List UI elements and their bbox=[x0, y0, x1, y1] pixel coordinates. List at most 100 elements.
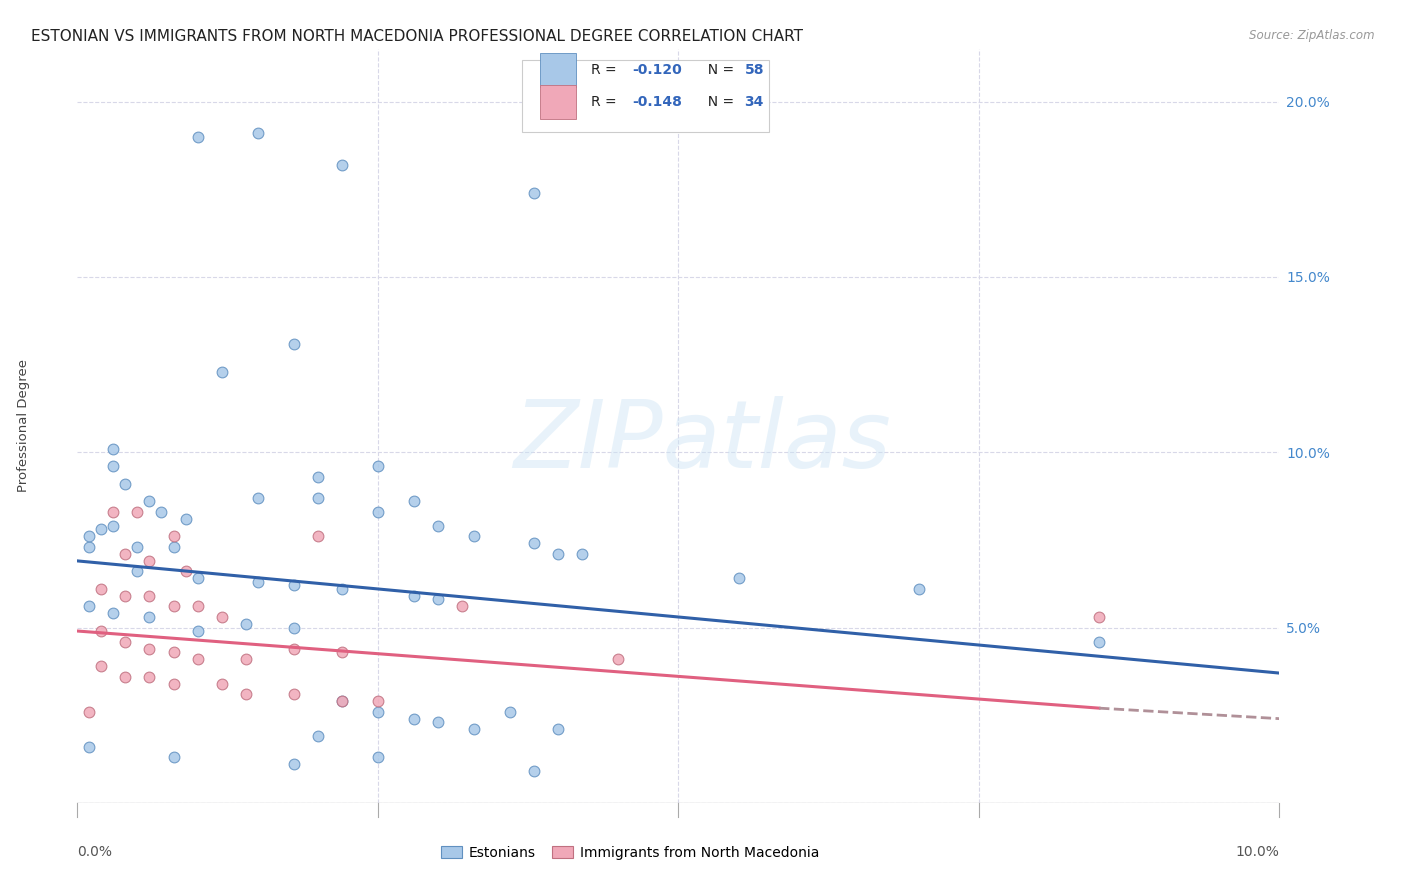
Point bbox=[547, 722, 569, 736]
Text: N =: N = bbox=[699, 62, 738, 77]
Point bbox=[103, 442, 125, 456]
Point bbox=[330, 694, 353, 708]
Point bbox=[79, 540, 101, 554]
Point bbox=[402, 494, 425, 508]
Point bbox=[283, 641, 305, 656]
Point bbox=[283, 687, 305, 701]
Point bbox=[174, 512, 197, 526]
Point bbox=[162, 676, 184, 690]
Point bbox=[211, 365, 233, 379]
Text: 10.0%: 10.0% bbox=[1236, 845, 1279, 859]
Point bbox=[187, 129, 209, 144]
Point bbox=[211, 676, 233, 690]
Point bbox=[79, 739, 101, 754]
Point bbox=[114, 589, 136, 603]
Point bbox=[283, 757, 305, 772]
Point bbox=[246, 126, 269, 140]
Point bbox=[330, 694, 353, 708]
Point bbox=[138, 494, 160, 508]
Text: ZIPatlas: ZIPatlas bbox=[513, 395, 891, 486]
Text: Source: ZipAtlas.com: Source: ZipAtlas.com bbox=[1250, 29, 1375, 42]
Point bbox=[150, 505, 173, 519]
Point bbox=[187, 624, 209, 638]
Point bbox=[427, 715, 450, 730]
Text: Professional Degree: Professional Degree bbox=[17, 359, 30, 492]
Point bbox=[246, 491, 269, 505]
Point bbox=[307, 529, 329, 543]
Point bbox=[908, 582, 931, 596]
Point bbox=[402, 589, 425, 603]
Text: N =: N = bbox=[699, 95, 738, 109]
Text: R =: R = bbox=[591, 62, 620, 77]
Point bbox=[162, 599, 184, 614]
Point bbox=[427, 592, 450, 607]
Point bbox=[138, 554, 160, 568]
Point bbox=[499, 705, 522, 719]
Point bbox=[523, 536, 546, 550]
Point bbox=[211, 610, 233, 624]
Point bbox=[330, 645, 353, 659]
Point bbox=[103, 519, 125, 533]
Point bbox=[1088, 634, 1111, 648]
FancyBboxPatch shape bbox=[540, 53, 576, 87]
Point bbox=[187, 599, 209, 614]
Point bbox=[138, 610, 160, 624]
Point bbox=[463, 529, 485, 543]
Point bbox=[547, 547, 569, 561]
Point bbox=[523, 186, 546, 200]
Point bbox=[114, 476, 136, 491]
Point bbox=[187, 652, 209, 666]
Point bbox=[127, 505, 149, 519]
Point bbox=[90, 624, 112, 638]
Point bbox=[127, 565, 149, 579]
Point bbox=[523, 764, 546, 779]
Point bbox=[367, 459, 389, 474]
Point bbox=[607, 652, 630, 666]
Point bbox=[571, 547, 593, 561]
Point bbox=[187, 571, 209, 585]
Point bbox=[90, 522, 112, 536]
Text: -0.148: -0.148 bbox=[633, 95, 682, 109]
Point bbox=[283, 620, 305, 634]
Legend: Estonians, Immigrants from North Macedonia: Estonians, Immigrants from North Macedon… bbox=[441, 846, 820, 860]
Point bbox=[174, 565, 197, 579]
Point bbox=[235, 687, 257, 701]
Point bbox=[103, 607, 125, 621]
Point bbox=[90, 659, 112, 673]
Point bbox=[79, 705, 101, 719]
Point bbox=[246, 574, 269, 589]
Point bbox=[367, 694, 389, 708]
Point bbox=[127, 540, 149, 554]
Point bbox=[138, 589, 160, 603]
Point bbox=[1088, 610, 1111, 624]
Point bbox=[330, 582, 353, 596]
Point bbox=[79, 529, 101, 543]
Point bbox=[114, 670, 136, 684]
Point bbox=[162, 529, 184, 543]
Point bbox=[283, 336, 305, 351]
Point bbox=[162, 540, 184, 554]
Point bbox=[427, 519, 450, 533]
Point bbox=[307, 491, 329, 505]
Point bbox=[235, 617, 257, 632]
Point bbox=[463, 722, 485, 736]
FancyBboxPatch shape bbox=[522, 61, 769, 132]
FancyBboxPatch shape bbox=[540, 86, 576, 120]
Point bbox=[367, 705, 389, 719]
Point bbox=[79, 599, 101, 614]
Point bbox=[103, 505, 125, 519]
Point bbox=[367, 505, 389, 519]
Point bbox=[330, 158, 353, 172]
Text: 58: 58 bbox=[745, 62, 763, 77]
Text: 34: 34 bbox=[745, 95, 763, 109]
Point bbox=[727, 571, 749, 585]
Point bbox=[451, 599, 474, 614]
Point bbox=[283, 578, 305, 592]
Point bbox=[114, 634, 136, 648]
Text: R =: R = bbox=[591, 95, 620, 109]
Text: -0.120: -0.120 bbox=[633, 62, 682, 77]
Point bbox=[138, 670, 160, 684]
Point bbox=[103, 459, 125, 474]
Text: 0.0%: 0.0% bbox=[77, 845, 112, 859]
Point bbox=[307, 729, 329, 743]
